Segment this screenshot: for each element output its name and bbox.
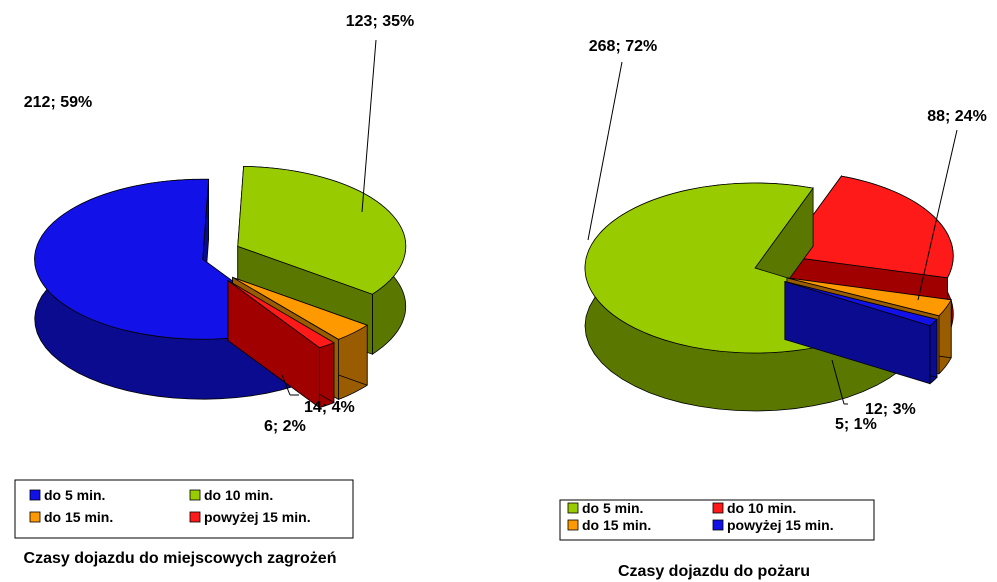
legend-swatch: [189, 489, 201, 501]
legend-label: powyżej 15 min.: [727, 517, 834, 533]
chart-title: Czasy dojazdu do pożaru: [618, 563, 810, 580]
legend-swatch: [567, 519, 579, 531]
pie-chart-local-hazards: [34, 165, 407, 409]
data-label-powyzej-15-min: 6; 2%: [264, 418, 306, 435]
leader-line: [281, 374, 291, 396]
pie-chart-fires: [584, 174, 954, 412]
legend-swatch: [29, 511, 41, 523]
data-label-powyzej-15-min: 5; 1%: [835, 416, 877, 433]
legend-item-powyzej-15-min: powyżej 15 min.: [189, 509, 311, 525]
leader-line: [361, 39, 377, 213]
legend-label: do 5 min.: [44, 487, 105, 503]
legend: do 5 min. do 10 min. do 15 min. powyżej 15 …: [559, 499, 875, 541]
data-label-do-15-min: 12; 3%: [865, 401, 916, 418]
data-label-do-15-min: 14; 4%: [304, 399, 355, 416]
data-label-do-5-min: 268; 72%: [589, 38, 658, 55]
legend-item-do-10-min: do 10 min.: [189, 487, 273, 503]
legend-label: do 15 min.: [582, 517, 651, 533]
legend-label: do 10 min.: [727, 500, 796, 516]
legend-swatch: [189, 511, 201, 523]
legend-swatch: [29, 489, 41, 501]
pie-slice-powyzej-15-min: [227, 279, 335, 409]
leader-line: [831, 359, 845, 405]
legend-label: powyżej 15 min.: [204, 509, 311, 525]
pie-slice-powyzej-15-min: [784, 280, 938, 385]
legend-label: do 15 min.: [44, 509, 113, 525]
legend-item-do-5-min: do 5 min.: [567, 500, 643, 516]
data-label-do-5-min: 212; 59%: [24, 94, 93, 111]
legend-swatch: [712, 502, 724, 514]
legend-label: do 10 min.: [204, 487, 273, 503]
legend-label: do 5 min.: [582, 500, 643, 516]
data-label-do-10-min: 123; 35%: [346, 13, 415, 30]
legend-item-do-15-min: do 15 min.: [567, 517, 651, 533]
legend: do 5 min. do 10 min. do 15 min. powyżej 15 …: [14, 479, 354, 539]
leader-line: [917, 129, 958, 301]
legend-swatch: [567, 502, 579, 514]
legend-box: [14, 479, 354, 539]
legend-item-do-15-min: do 15 min.: [29, 509, 113, 525]
legend-item-do-5-min: do 5 min.: [29, 487, 105, 503]
leader-line: [587, 61, 623, 241]
chart-title: Czasy dojazdu do miejscowych zagrożeń: [24, 550, 337, 567]
legend-item-powyzej-15-min: powyżej 15 min.: [712, 517, 834, 533]
legend-item-do-10-min: do 10 min.: [712, 500, 796, 516]
legend-swatch: [712, 519, 724, 531]
data-label-do-10-min: 88; 24%: [927, 108, 987, 125]
